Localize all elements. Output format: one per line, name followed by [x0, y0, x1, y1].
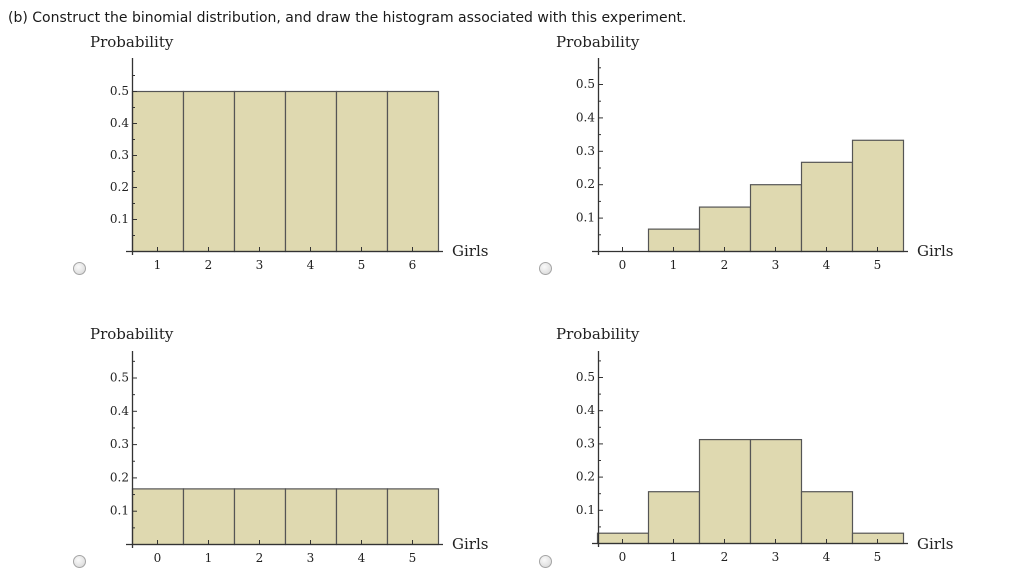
y-axis-title: Probability	[90, 33, 174, 51]
x-tick-label: 5	[358, 258, 366, 272]
x-tick-label: 3	[772, 258, 780, 272]
y-tick-label: 0.5	[576, 370, 595, 384]
y-tick-label: 0.4	[576, 403, 595, 417]
y-tick-label: 0.1	[110, 212, 129, 226]
y-tick-label: 0.2	[576, 177, 595, 191]
x-tick-label: 0	[619, 550, 627, 564]
y-tick-label: 0.4	[576, 110, 595, 124]
x-tick-label: 1	[205, 551, 213, 565]
histogram-bar	[131, 90, 185, 253]
option-d-radio[interactable]	[539, 555, 552, 568]
histogram-bar	[233, 90, 287, 253]
question-text: (b) Construct the binomial distribution,…	[8, 10, 687, 26]
histogram-bar	[800, 161, 854, 253]
x-tick-label: 0	[154, 551, 162, 565]
histogram-bar	[131, 488, 185, 546]
x-tick-label: 2	[721, 550, 729, 564]
x-tick-label: 4	[823, 258, 831, 272]
x-tick-label: 3	[307, 551, 315, 565]
x-axis-title: Girls	[917, 242, 953, 260]
x-tick-label: 6	[409, 258, 417, 272]
y-tick-label: 0.3	[110, 148, 129, 162]
x-tick-label: 4	[307, 258, 315, 272]
histogram-bar	[698, 206, 752, 253]
y-tick-label: 0.5	[576, 77, 595, 91]
y-tick-label: 0.2	[576, 470, 595, 484]
y-tick-label: 0.1	[576, 503, 595, 517]
x-tick-label: 1	[670, 258, 678, 272]
histogram-bar	[851, 139, 905, 253]
histogram-bar	[335, 90, 389, 253]
y-tick-label: 0.5	[110, 84, 129, 98]
y-tick-label: 0.3	[576, 144, 595, 158]
y-axis-title: Probability	[556, 33, 640, 51]
y-axis-title: Probability	[556, 325, 640, 343]
x-tick-label: 2	[721, 258, 729, 272]
option-b-radio[interactable]	[539, 262, 552, 275]
y-tick-label: 0.1	[576, 211, 595, 225]
histogram-bar	[698, 438, 752, 545]
option-c-radio[interactable]	[73, 555, 86, 568]
y-tick-label: 0.3	[576, 436, 595, 450]
histogram-bar	[386, 488, 440, 546]
x-tick-label: 4	[358, 551, 366, 565]
y-tick-label: 0.4	[110, 116, 129, 130]
x-tick-label: 1	[670, 550, 678, 564]
x-tick-label: 5	[409, 551, 417, 565]
y-tick-label: 0.1	[110, 504, 129, 518]
x-tick-label: 4	[823, 550, 831, 564]
histogram-bar	[284, 90, 338, 253]
x-axis-title: Girls	[917, 535, 953, 553]
histogram-bar	[749, 438, 803, 545]
x-axis-title: Girls	[452, 535, 488, 553]
histogram-bar	[182, 488, 236, 546]
histogram-bar	[800, 491, 854, 545]
y-tick-label: 0.2	[110, 470, 129, 484]
histogram-bar	[647, 491, 701, 545]
y-tick-label: 0.3	[110, 437, 129, 451]
x-axis-title: Girls	[452, 242, 488, 260]
histogram-bar	[386, 90, 440, 253]
x-tick-label: 5	[874, 550, 882, 564]
histogram-bar	[749, 184, 803, 253]
x-tick-label: 3	[772, 550, 780, 564]
x-tick-label: 2	[256, 551, 264, 565]
x-tick-label: 3	[256, 258, 264, 272]
x-tick-label: 0	[619, 258, 627, 272]
y-tick-label: 0.2	[110, 180, 129, 194]
option-a-radio[interactable]	[73, 262, 86, 275]
histogram-bar	[284, 488, 338, 546]
x-tick-label: 2	[205, 258, 213, 272]
y-tick-label: 0.4	[110, 404, 129, 418]
x-tick-label: 1	[154, 258, 162, 272]
y-axis-title: Probability	[90, 325, 174, 343]
x-tick-label: 5	[874, 258, 882, 272]
y-tick-label: 0.5	[110, 371, 129, 385]
